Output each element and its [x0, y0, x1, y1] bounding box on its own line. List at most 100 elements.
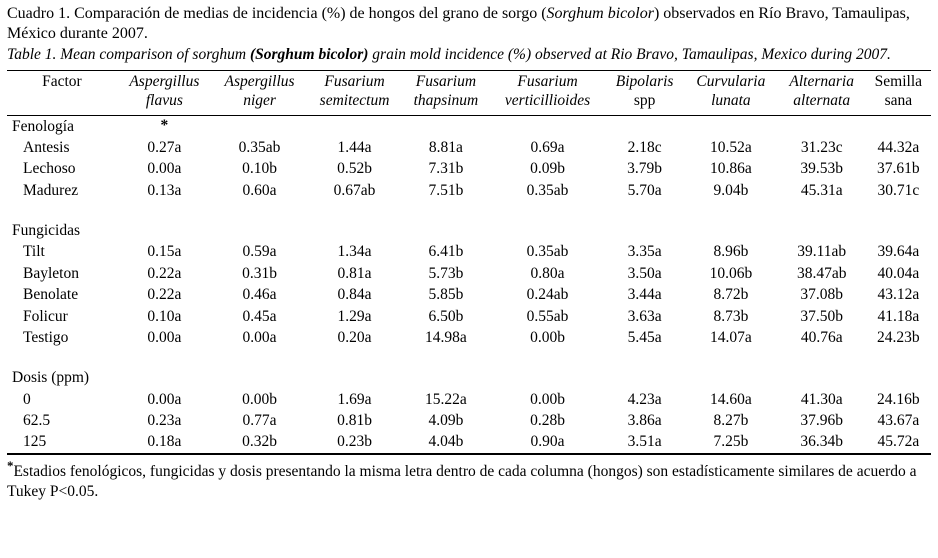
- column-header: Fusarium semitectum: [319, 72, 390, 110]
- value-cell: 14.07a: [709, 328, 752, 346]
- value-cell: 4.23a: [627, 390, 662, 408]
- factor-cell: Lechoso: [23, 160, 76, 178]
- column-header: Semilla sana: [874, 72, 923, 110]
- column-header: Alternaria alternata: [789, 72, 854, 110]
- value-cell: 3.50a: [627, 264, 662, 282]
- value-cell: 1.34a: [337, 243, 372, 261]
- value-cell: 8.96b: [713, 243, 749, 261]
- section-label-row: Dosis (ppm): [7, 367, 931, 388]
- value-cell: 3.44a: [627, 286, 662, 304]
- value-cell: 0.27a: [147, 138, 182, 156]
- value-cell: 45.72a: [877, 433, 920, 451]
- value-cell: 8.72b: [713, 286, 749, 304]
- value-cell: 0.35ab: [238, 138, 281, 156]
- section-note: [117, 367, 212, 388]
- value-cell: 0.09b: [530, 160, 565, 178]
- caption-spanish: Cuadro 1. Comparación de medias de incid…: [7, 4, 931, 45]
- value-cell: 0.00a: [147, 328, 182, 346]
- column-header: Aspergillus niger: [224, 72, 295, 110]
- value-cell: 8.81a: [428, 138, 463, 156]
- value-cell: 4.04b: [428, 433, 464, 451]
- table-row: Benolate 0.22a 0.46a 0.84a 5.85b 0.24ab 3.44a 8…: [7, 284, 931, 305]
- value-cell: 43.12a: [877, 286, 920, 304]
- value-cell: 44.32a: [877, 138, 920, 156]
- value-cell: 3.63a: [627, 307, 662, 325]
- factor-cell: 62.5: [23, 412, 51, 430]
- footnote-asterisk: *: [7, 457, 14, 473]
- value-cell: 37.61b: [877, 160, 920, 178]
- value-cell: 3.79b: [627, 160, 663, 178]
- section-note: *: [160, 116, 169, 134]
- value-cell: 41.30a: [800, 390, 843, 408]
- value-cell: 10.86a: [709, 160, 752, 178]
- value-cell: 2.18c: [627, 138, 662, 156]
- value-cell: 0.81a: [337, 264, 372, 282]
- value-cell: 40.04a: [877, 264, 920, 282]
- value-cell: 4.09b: [428, 412, 464, 430]
- value-cell: 5.45a: [627, 328, 662, 346]
- value-cell: 8.73b: [713, 307, 749, 325]
- value-cell: 0.81b: [337, 412, 372, 430]
- value-cell: 14.98a: [425, 328, 467, 346]
- value-cell: 1.44a: [337, 138, 372, 156]
- value-cell: 0.35ab: [526, 243, 569, 261]
- column-header: Factor: [42, 72, 82, 90]
- caption-english-part1: Table 1. Mean comparison of sorghum: [7, 45, 250, 63]
- value-cell: 41.18a: [877, 307, 920, 325]
- value-cell: 0.24ab: [526, 286, 569, 304]
- factor-cell: Bayleton: [23, 264, 79, 282]
- value-cell: 39.11ab: [797, 243, 847, 261]
- value-cell: 0.60a: [242, 181, 277, 199]
- value-cell: 39.64a: [877, 243, 920, 261]
- value-cell: 0.10a: [147, 307, 182, 325]
- value-cell: 30.71c: [877, 181, 920, 199]
- page: Cuadro 1. Comparación de medias de incid…: [7, 4, 931, 500]
- value-cell: 7.25b: [713, 433, 749, 451]
- factor-cell: Madurez: [23, 181, 79, 199]
- value-cell: 0.23b: [337, 433, 372, 451]
- factor-cell: 125: [23, 433, 47, 451]
- table-row: 125 0.18a 0.32b 0.23b 4.04b 0.90a 3.51a 7.25b 36…: [7, 431, 931, 453]
- section-note: [117, 220, 212, 241]
- value-cell: 3.86a: [627, 412, 662, 430]
- column-header: Fusarium thapsinum: [413, 72, 479, 110]
- column-header: Curvularia lunata: [696, 72, 766, 110]
- value-cell: 0.00b: [242, 390, 277, 408]
- table-row: Folicur 0.10a 0.45a 1.29a 6.50b 0.55ab 3.63a 8.…: [7, 306, 931, 327]
- section-fill: [212, 367, 931, 388]
- column-header: Fusarium verticillioides: [504, 72, 591, 110]
- section-fill: [212, 115, 931, 137]
- value-cell: 0.67ab: [333, 181, 376, 199]
- value-cell: 1.69a: [337, 390, 372, 408]
- value-cell: 8.27b: [713, 412, 749, 430]
- spacer-row: [7, 201, 931, 220]
- value-cell: 5.73b: [428, 264, 464, 282]
- value-cell: 0.31b: [242, 264, 277, 282]
- value-cell: 0.28b: [530, 412, 565, 430]
- value-cell: 0.13a: [147, 181, 182, 199]
- value-cell: 0.52b: [337, 160, 372, 178]
- value-cell: 6.50b: [428, 307, 464, 325]
- value-cell: 6.41b: [428, 243, 464, 261]
- value-cell: 0.10b: [242, 160, 277, 178]
- factor-cell: Tilt: [23, 243, 45, 261]
- value-cell: 45.31a: [800, 181, 843, 199]
- value-cell: 0.00a: [147, 160, 182, 178]
- value-cell: 24.23b: [877, 328, 920, 346]
- value-cell: 0.18a: [147, 433, 182, 451]
- value-cell: 24.16b: [877, 390, 920, 408]
- factor-cell: Antesis: [23, 138, 70, 156]
- factor-cell: Benolate: [23, 286, 79, 304]
- value-cell: 0.80a: [530, 264, 565, 282]
- table-row: Antesis 0.27a 0.35ab 1.44a 8.81a 0.69a 2.18c 10…: [7, 137, 931, 158]
- value-cell: 10.06b: [709, 264, 753, 282]
- value-cell: 31.23c: [800, 138, 843, 156]
- table-row: Madurez 0.13a 0.60a 0.67ab 7.51b 0.35ab 5.70a 9…: [7, 180, 931, 201]
- value-cell: 9.04b: [713, 181, 749, 199]
- value-cell: 0.46a: [242, 286, 277, 304]
- header-row: Factor Aspergillus flavus Aspergillus niger F…: [7, 70, 931, 116]
- value-cell: 43.67a: [877, 412, 920, 430]
- table-row: Testigo 0.00a 0.00a 0.20a 14.98a 0.00b 5.45a 14…: [7, 327, 931, 348]
- section-label-row: Fenología *: [7, 115, 931, 137]
- value-cell: 0.23a: [147, 412, 182, 430]
